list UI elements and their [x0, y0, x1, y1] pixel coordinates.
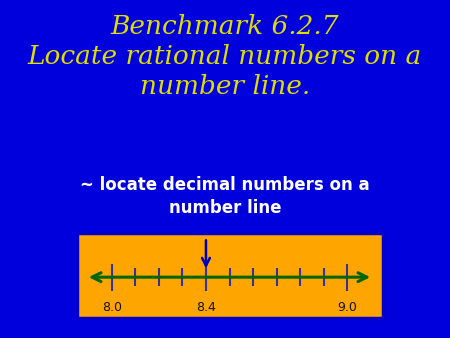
- Text: ~ locate decimal numbers on a
number line: ~ locate decimal numbers on a number lin…: [80, 175, 370, 217]
- Text: 8.4: 8.4: [196, 301, 216, 314]
- Text: 8.0: 8.0: [102, 301, 122, 314]
- Text: 9.0: 9.0: [337, 301, 357, 314]
- Text: Benchmark 6.2.7
Locate rational numbers on a
number line.: Benchmark 6.2.7 Locate rational numbers …: [28, 14, 422, 99]
